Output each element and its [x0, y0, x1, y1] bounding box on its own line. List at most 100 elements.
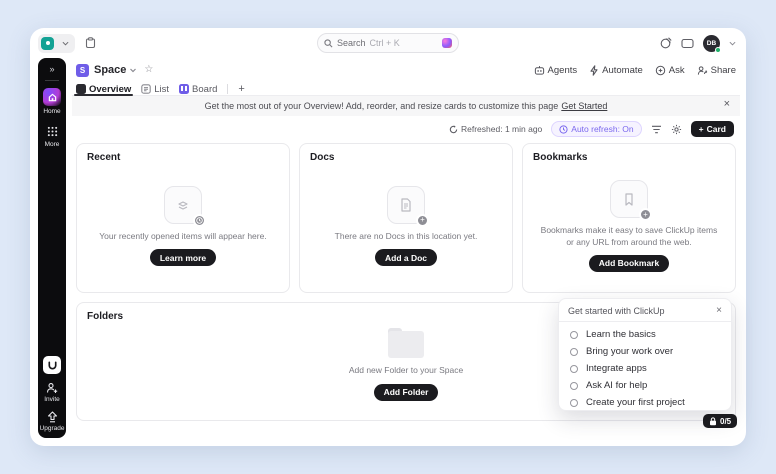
- tab-overview[interactable]: Overview: [73, 83, 134, 96]
- automate-button[interactable]: Automate: [589, 65, 643, 76]
- docs-card-title: Docs: [310, 152, 335, 163]
- add-bookmark-button[interactable]: Add Bookmark: [588, 254, 670, 272]
- recent-card-body: Your recently opened items will appear h…: [77, 168, 289, 284]
- folders-card-body: Add new Folder to your Space Add Folder: [77, 317, 735, 412]
- agents-icon: [534, 65, 544, 75]
- docs-card: Docs + There are no Docs in this locatio…: [299, 143, 513, 293]
- add-doc-button[interactable]: Add a Doc: [374, 249, 438, 267]
- invite-icon: [46, 382, 58, 394]
- add-folder-button[interactable]: Add Folder: [373, 383, 439, 401]
- space-chevron-icon[interactable]: [129, 66, 137, 74]
- tab-list[interactable]: List: [141, 83, 169, 95]
- search-placeholder: Search: [337, 38, 366, 48]
- sidebar-item-home[interactable]: Home: [43, 88, 61, 115]
- refresh-control[interactable]: Refreshed: 1 min ago: [449, 124, 542, 134]
- clock-icon: [559, 124, 568, 134]
- topbar-right-controls: DB: [660, 34, 736, 53]
- add-card-button[interactable]: + Card: [690, 121, 734, 137]
- docs-empty-message: There are no Docs in this location yet.: [334, 230, 478, 241]
- auto-refresh-label: Auto refresh: On: [571, 124, 634, 134]
- list-tab-label: List: [154, 83, 170, 95]
- checklist-item-ask-ai[interactable]: Ask AI for help: [559, 377, 731, 394]
- top-bar: Search Ctrl + K DB: [30, 28, 746, 58]
- overview-tab-label: Overview: [89, 83, 132, 95]
- ask-label: Ask: [668, 64, 685, 76]
- banner-close-icon[interactable]: ×: [723, 98, 730, 110]
- folder-icon: [386, 328, 426, 359]
- space-avatar[interactable]: S: [76, 63, 89, 77]
- refresh-icon: [449, 125, 458, 133]
- folders-empty-message: Add new Folder to your Space: [348, 365, 464, 376]
- checklist-label: Integrate apps: [586, 363, 647, 374]
- refreshed-label: Refreshed: 1 min ago: [461, 124, 543, 134]
- search-icon: [324, 38, 333, 47]
- favorite-star-icon[interactable]: ☆: [144, 64, 154, 75]
- overview-toolbar: Refreshed: 1 min ago Auto refresh: On + …: [72, 116, 740, 142]
- checklist-item-learn-basics[interactable]: Learn the basics: [559, 326, 731, 343]
- bookmarks-card: Bookmarks + Bookmarks make it easy to sa…: [522, 143, 736, 293]
- recent-card: Recent Your recently opened items will a…: [76, 143, 290, 293]
- ask-button[interactable]: Ask: [655, 65, 685, 76]
- home-label: Home: [43, 108, 61, 115]
- checklist-label: Create your first project: [586, 397, 685, 408]
- get-started-link[interactable]: Get Started: [561, 101, 608, 111]
- ai-icon[interactable]: [442, 38, 452, 48]
- tab-divider: [227, 84, 229, 94]
- search-input[interactable]: Search Ctrl + K: [317, 33, 459, 53]
- checklist-label: Ask AI for help: [586, 380, 648, 391]
- banner-text: Get the most out of your Overview! Add, …: [204, 101, 559, 111]
- agents-button[interactable]: Agents: [534, 64, 578, 76]
- progress-count: 0/5: [720, 416, 732, 426]
- docs-card-body: + There are no Docs in this location yet…: [300, 168, 512, 284]
- checklist-item-first-project[interactable]: Create your first project: [559, 394, 731, 411]
- upgrade-label: Upgrade: [39, 425, 65, 432]
- bookmarks-empty-icon: +: [610, 180, 652, 222]
- automate-label: Automate: [602, 64, 643, 76]
- home-icon: [43, 88, 61, 106]
- upgrade-icon: [47, 411, 58, 423]
- account-chevron-icon[interactable]: [729, 40, 736, 47]
- checklist-item-integrate-apps[interactable]: Integrate apps: [559, 360, 731, 377]
- sidebar-item-upgrade[interactable]: Upgrade: [39, 411, 65, 432]
- checklist-item-bring-work[interactable]: Bring your work over: [559, 343, 731, 360]
- header-actions: Agents Automate Ask Share: [534, 65, 736, 76]
- popup-divider: [559, 321, 731, 322]
- bookmarks-card-body: + Bookmarks make it easy to save ClickUp…: [523, 168, 735, 284]
- chevron-down-icon: [62, 41, 69, 46]
- recent-empty-icon: [164, 185, 206, 227]
- radio-circle-icon: [570, 398, 578, 407]
- learn-more-button[interactable]: Learn more: [149, 249, 217, 267]
- view-tabs: Overview List Board +: [72, 78, 740, 96]
- flag-icon[interactable]: [681, 38, 694, 49]
- more-label: More: [44, 141, 60, 148]
- tab-board[interactable]: Board: [179, 83, 217, 95]
- share-icon: [697, 65, 707, 75]
- auto-refresh-pill[interactable]: Auto refresh: On: [551, 121, 642, 137]
- cards-grid: Recent Your recently opened items will a…: [76, 143, 736, 293]
- compose-icon[interactable]: [660, 37, 672, 49]
- popup-close-icon[interactable]: ×: [716, 305, 722, 316]
- agents-label: Agents: [547, 64, 578, 76]
- board-tab-label: Board: [192, 83, 218, 95]
- filter-icon[interactable]: [651, 125, 662, 134]
- sidebar-item-invite[interactable]: Invite: [44, 382, 60, 403]
- checklist-label: Bring your work over: [586, 346, 674, 357]
- share-button[interactable]: Share: [697, 65, 736, 76]
- radio-circle-icon: [570, 347, 578, 356]
- user-avatar[interactable]: DB: [703, 34, 721, 53]
- add-bookmark-badge-icon: +: [639, 208, 652, 222]
- clipboard-icon[interactable]: [85, 37, 96, 49]
- checklist-label: Learn the basics: [586, 329, 656, 340]
- radio-circle-icon: [570, 364, 578, 373]
- app-icon: [41, 36, 54, 50]
- workspace-tab-switcher[interactable]: [38, 33, 75, 53]
- expand-sidebar-icon[interactable]: »: [49, 64, 55, 74]
- onboarding-progress-badge[interactable]: 0/5: [703, 414, 738, 428]
- space-title[interactable]: Space: [94, 64, 127, 76]
- add-view-button[interactable]: +: [238, 83, 245, 95]
- overview-banner: Get the most out of your Overview! Add, …: [72, 96, 740, 116]
- settings-gear-icon[interactable]: [671, 124, 682, 135]
- space-header: S Space ☆ Agents Automate: [72, 58, 740, 78]
- clickup-logo[interactable]: [43, 356, 61, 374]
- sidebar-item-more[interactable]: More: [43, 123, 61, 148]
